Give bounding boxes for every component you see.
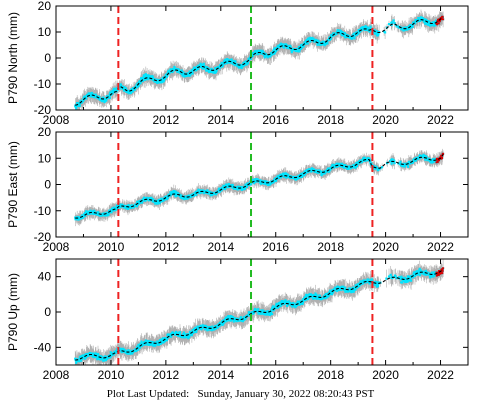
plot-footer: Plot Last Updated: Sunday, January 30, 2… bbox=[0, 388, 481, 400]
x-tick-label: 2010 bbox=[98, 113, 125, 127]
y-tick-label: 0 bbox=[44, 305, 51, 319]
x-tick-label: 2022 bbox=[427, 368, 454, 382]
y-tick-label: 0 bbox=[44, 178, 51, 192]
x-tick-label: 2008 bbox=[43, 240, 70, 254]
x-tick-label: 2018 bbox=[317, 113, 344, 127]
x-tick-label: 2016 bbox=[262, 240, 289, 254]
plot-area bbox=[74, 9, 445, 110]
x-tick-label: 2020 bbox=[372, 113, 399, 127]
x-tick-label: 2012 bbox=[153, 113, 180, 127]
x-tick-label: 2008 bbox=[43, 113, 70, 127]
x-tick-label: 2022 bbox=[427, 240, 454, 254]
x-tick-label: 2014 bbox=[207, 113, 234, 127]
x-tick-label: 2018 bbox=[317, 240, 344, 254]
x-tick-label: 2020 bbox=[372, 240, 399, 254]
x-tick-label: 2016 bbox=[262, 113, 289, 127]
y-tick-label: -40 bbox=[34, 340, 52, 354]
x-tick-label: 2014 bbox=[207, 240, 234, 254]
error-bars bbox=[74, 9, 444, 110]
x-tick-label: 2012 bbox=[153, 368, 180, 382]
plot-area bbox=[74, 259, 445, 365]
panel-1: 2008 2010 2012 2014 2016 2018 2020 2022 -20 -10 0 1… bbox=[6, 0, 469, 127]
y-axis-label: P790 Up (mm) bbox=[6, 273, 20, 351]
y-tick-label: 20 bbox=[38, 125, 52, 139]
y-tick-label: 10 bbox=[38, 151, 52, 165]
footer-timestamp: Sunday, January 30, 2022 08:20:43 PST bbox=[197, 388, 375, 400]
x-tick-label: 2014 bbox=[207, 368, 234, 382]
y-tick-label: -20 bbox=[34, 230, 52, 244]
footer-label: Plot Last Updated: bbox=[106, 388, 190, 400]
model-fit-line bbox=[75, 154, 444, 219]
plot-area bbox=[74, 148, 445, 227]
model-fit-line bbox=[75, 268, 444, 361]
y-tick-label: 10 bbox=[38, 25, 52, 39]
x-tick-label: 2016 bbox=[262, 368, 289, 382]
y-axis-label: P790 East (mm) bbox=[6, 141, 20, 228]
y-axis-label: P790 North (mm) bbox=[6, 12, 20, 104]
x-tick-label: 2018 bbox=[317, 368, 344, 382]
panel-2: 2008 2010 2012 2014 2016 2018 2020 2022 -20 -10 0 1… bbox=[6, 125, 469, 254]
y-tick-label: -10 bbox=[34, 204, 52, 218]
panel-3: 2008 2010 2012 2014 2016 2018 2020 2022 -40 0 40 P7… bbox=[6, 258, 469, 382]
y-tick-label: 20 bbox=[38, 0, 52, 13]
x-tick-label: 2012 bbox=[153, 240, 180, 254]
error-bars bbox=[74, 148, 444, 227]
y-tick-label: -10 bbox=[34, 77, 52, 91]
x-tick-label: 2010 bbox=[98, 368, 125, 382]
x-tick-label: 2008 bbox=[43, 368, 70, 382]
x-tick-label: 2022 bbox=[427, 113, 454, 127]
x-tick-label: 2010 bbox=[98, 240, 125, 254]
x-tick-label: 2020 bbox=[372, 368, 399, 382]
y-tick-label: 0 bbox=[44, 51, 51, 65]
y-tick-label: -20 bbox=[34, 103, 52, 117]
model-fit-line bbox=[75, 16, 444, 106]
y-tick-label: 40 bbox=[38, 270, 52, 284]
